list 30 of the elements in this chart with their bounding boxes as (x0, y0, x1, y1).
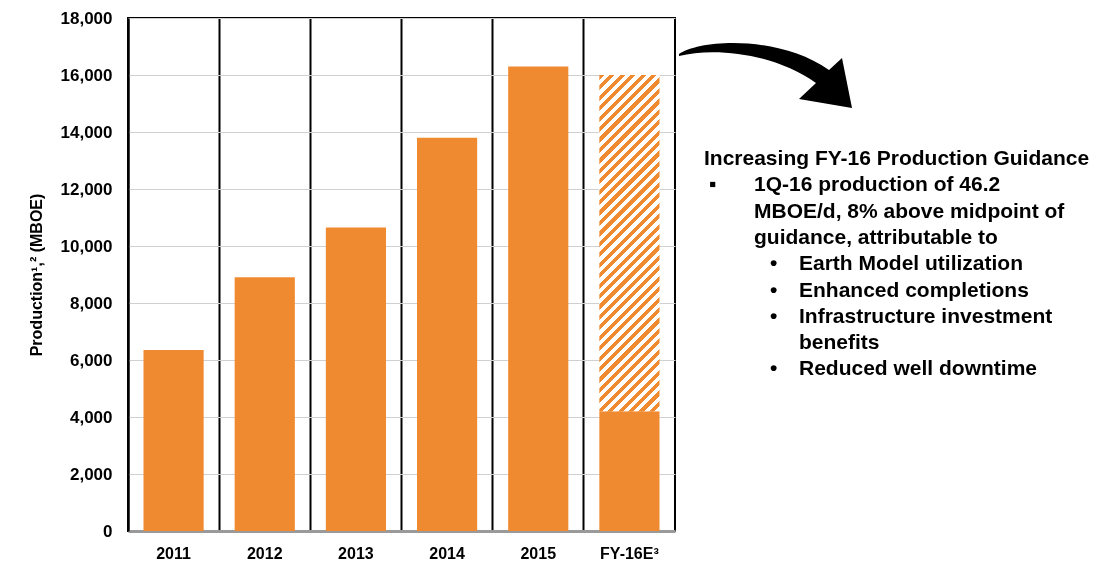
bar (417, 137, 478, 531)
text: Increasing FY-16 Production Guidance (704, 146, 1090, 169)
text: ▪ 1Q-16 production of 46.2 MBOE/d, 8% above midpoint of guidance, attributable to (709, 172, 1065, 248)
y-tick-label: 6,000 (69, 350, 113, 370)
y-tick-label: 4,000 (69, 407, 113, 427)
x-tick-label: 2015 (520, 544, 557, 562)
y-tick-label: 12,000 (60, 179, 113, 199)
x-tick-label: 2013 (338, 544, 374, 562)
y-tick-label: 10,000 (60, 236, 113, 256)
text: • Enhanced completions (770, 277, 1029, 301)
text: • Infrastructure investment benefits (770, 303, 1053, 354)
text: • Reduced well downtime (770, 356, 1038, 380)
bar (599, 75, 660, 412)
y-tick-label: 16,000 (60, 65, 113, 85)
y-tick-label: 8,000 (69, 293, 113, 313)
x-tick-label: 2014 (429, 544, 465, 562)
y-tick-label: 0 (103, 521, 113, 541)
y-tick-label: 2,000 (69, 464, 113, 484)
text: • Earth Model utilization (770, 251, 1023, 275)
bar (508, 66, 569, 531)
y-axis-title: Production¹,² (MBOE) (27, 193, 45, 357)
y-tick-label: 18,000 (60, 8, 113, 28)
bar (599, 411, 660, 531)
x-tick-label: FY-16E³ (600, 544, 659, 562)
bar (143, 350, 204, 531)
x-tick-label: 2011 (156, 544, 192, 562)
x-tick-label: 2012 (246, 544, 283, 562)
bar (325, 227, 386, 531)
bar (234, 277, 295, 531)
y-tick-label: 14,000 (60, 122, 113, 142)
